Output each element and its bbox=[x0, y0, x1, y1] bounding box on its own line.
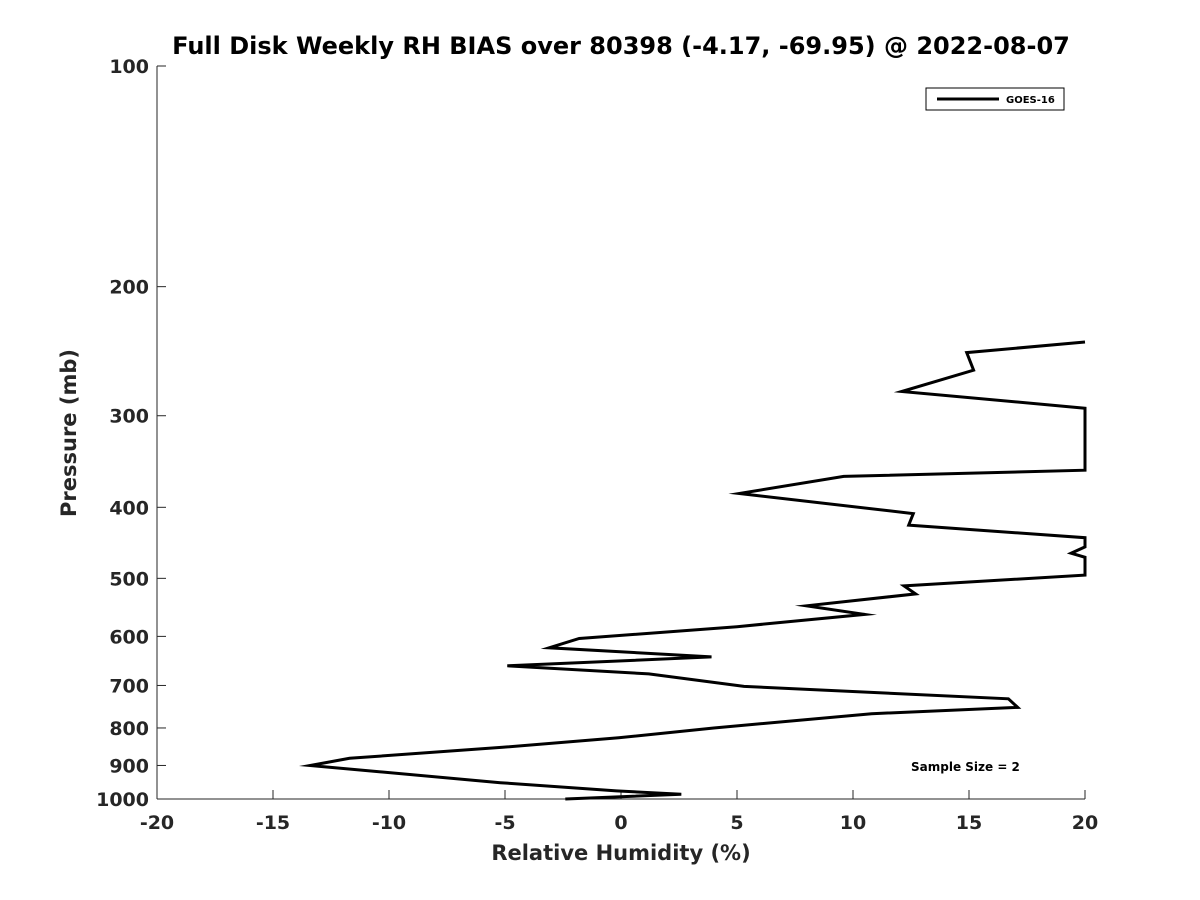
y-tick-label: 500 bbox=[109, 568, 149, 590]
sample-size-annotation: Sample Size = 2 bbox=[911, 760, 1020, 774]
plot-area: -20 -15 -10 -5 0 5 10 15 20 100 200 300 400 500 600 700… bbox=[96, 56, 1098, 834]
x-tick-label: 10 bbox=[840, 812, 866, 834]
y-axis-label: Pressure (mb) bbox=[57, 349, 81, 517]
legend-label-goes16: GOES-16 bbox=[1006, 95, 1055, 106]
x-tick-label: -15 bbox=[256, 812, 290, 834]
y-tick-label: 600 bbox=[109, 626, 149, 648]
x-axis-label: Relative Humidity (%) bbox=[491, 841, 750, 865]
y-tick-label: 400 bbox=[109, 497, 149, 519]
y-tick-label: 1000 bbox=[96, 789, 149, 811]
x-tick-label: -5 bbox=[494, 812, 515, 834]
x-tick-label: 15 bbox=[956, 812, 982, 834]
y-tick-label: 300 bbox=[109, 406, 149, 428]
x-tick-label: 5 bbox=[730, 812, 743, 834]
x-tick-label: -10 bbox=[372, 812, 406, 834]
series-line-goes16 bbox=[298, 340, 1087, 801]
x-tick-label: -20 bbox=[140, 812, 174, 834]
legend: GOES-16 bbox=[925, 87, 1065, 111]
y-tick-label: 100 bbox=[109, 56, 149, 78]
chart-title: Full Disk Weekly RH BIAS over 80398 (-4.… bbox=[172, 32, 1070, 60]
y-tick-label: 900 bbox=[109, 755, 149, 777]
y-tick-label: 800 bbox=[109, 718, 149, 740]
x-tick-label: 20 bbox=[1072, 812, 1098, 834]
y-tick-label: 200 bbox=[109, 277, 149, 299]
y-tick-label: 700 bbox=[109, 675, 149, 697]
x-tick-label: 0 bbox=[614, 812, 627, 834]
